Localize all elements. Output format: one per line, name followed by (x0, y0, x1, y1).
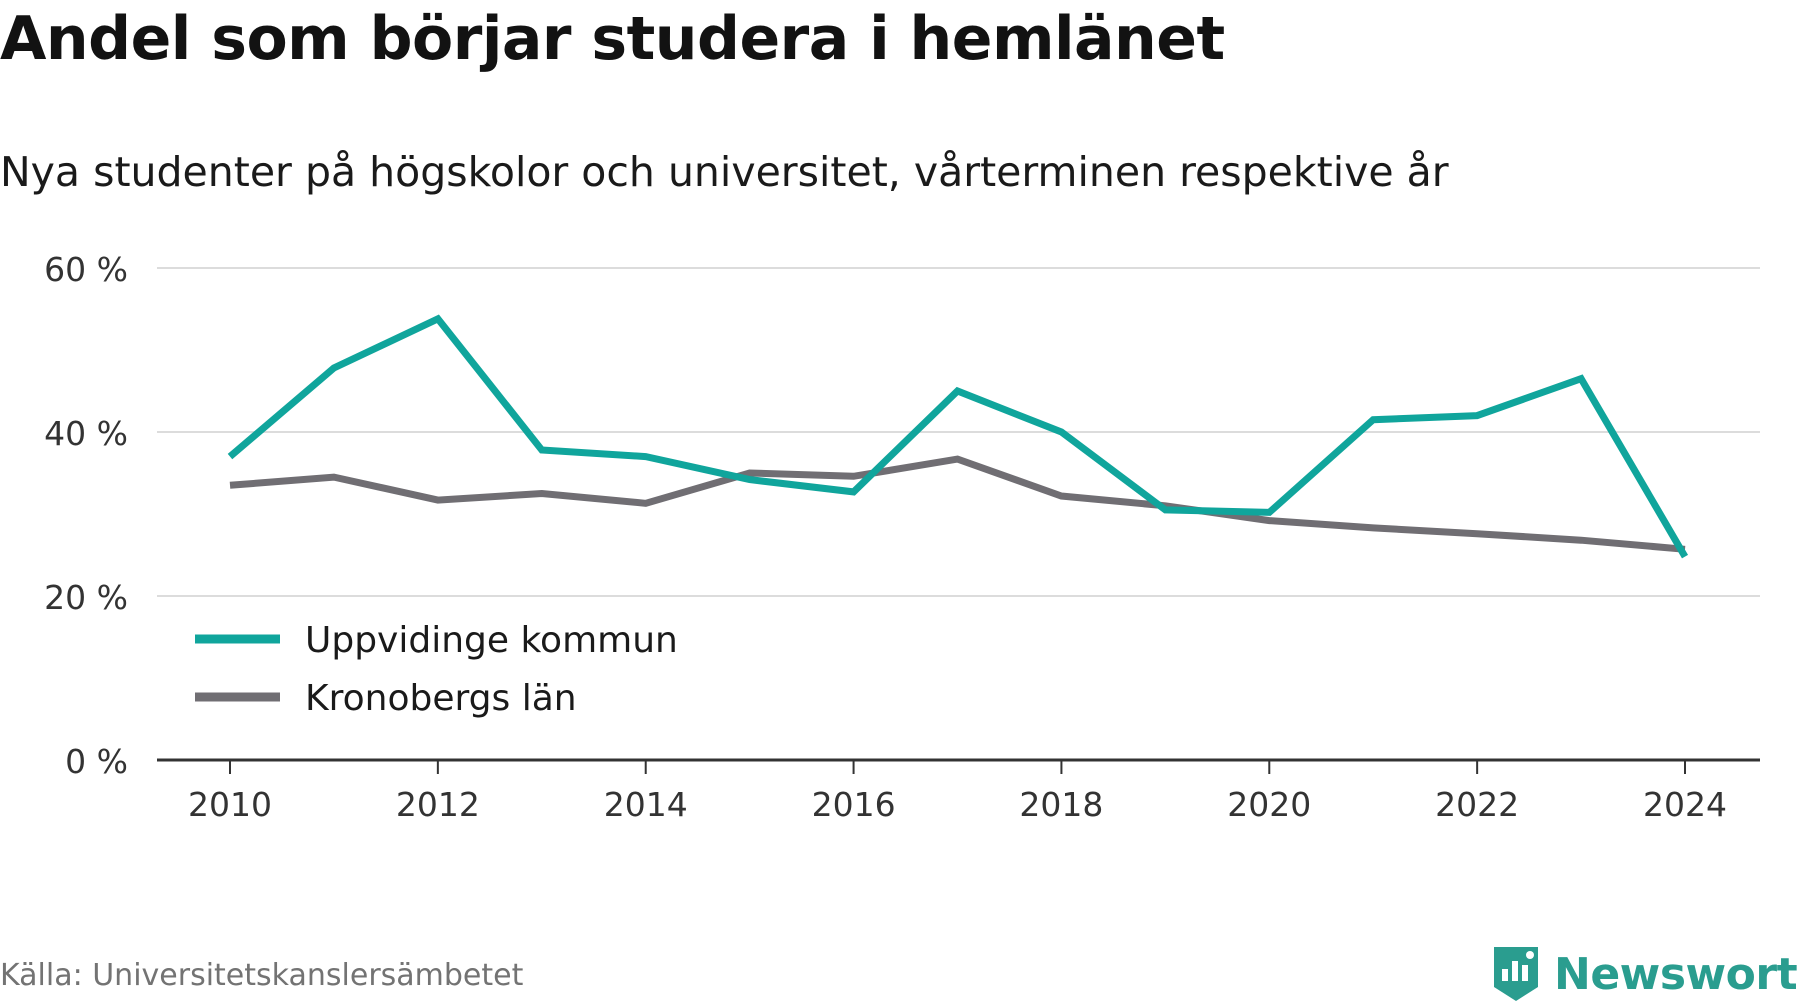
chart-subtitle: Nya studenter på högskolor och universit… (0, 148, 1449, 196)
source-note: Källa: Universitetskanslersämbetet (0, 958, 524, 993)
chart-title: Andel som börjar studera i hemlänet (0, 4, 1225, 74)
x-tick-label: 2010 (188, 785, 272, 824)
legend-label: Uppvidinge kommun (305, 620, 678, 661)
series-line-kronoberg (229, 455, 1686, 553)
x-tick-label: 2018 (1019, 785, 1103, 824)
x-tick-label: 2024 (1643, 785, 1727, 824)
legend-label: Kronobergs län (305, 678, 577, 719)
x-tick-label: 2014 (604, 785, 688, 824)
y-tick-label: 60 % (44, 250, 128, 289)
y-tick-label: 20 % (44, 578, 128, 617)
y-tick-label: 40 % (44, 414, 128, 453)
x-tick-label: 2012 (396, 785, 480, 824)
x-tick-label: 2022 (1435, 785, 1519, 824)
x-tick-label: 2020 (1227, 785, 1311, 824)
y-tick-label: 0 % (65, 742, 128, 781)
x-tick-label: 2016 (812, 785, 896, 824)
series-line-uppvidinge (227, 314, 1689, 559)
brand-name: Newsworthy (1554, 948, 1800, 1000)
newsworthy-logo-icon (1494, 947, 1538, 1001)
brand-logo: Newsworthy (1490, 940, 1800, 1008)
